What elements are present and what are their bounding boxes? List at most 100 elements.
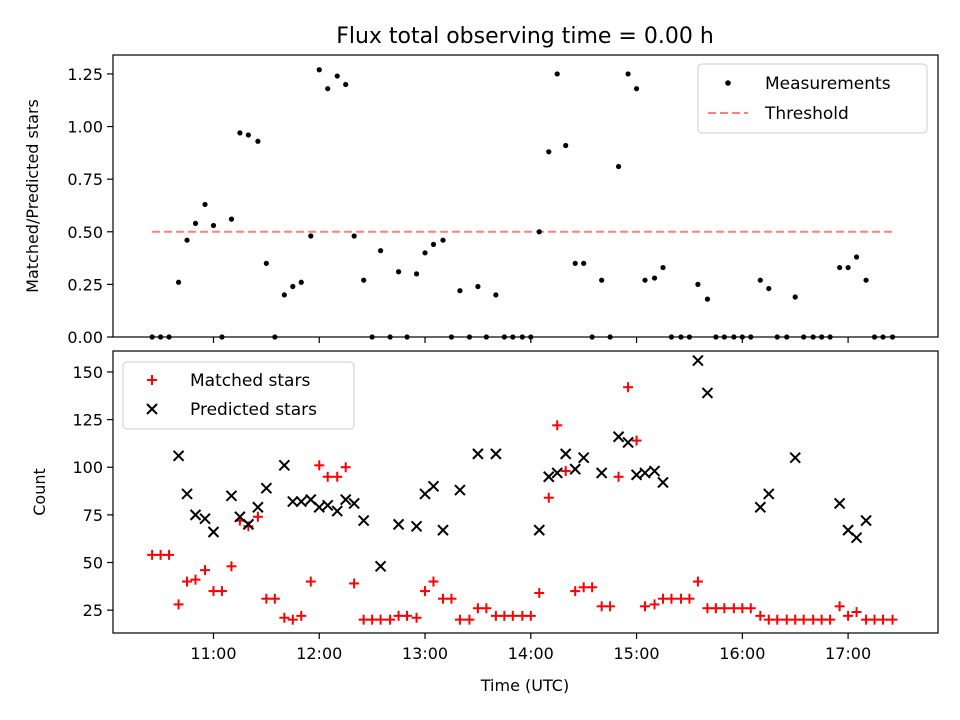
predicted-star-point <box>242 518 255 531</box>
predicted-star-point <box>622 436 634 449</box>
matched-stars-points <box>147 382 898 625</box>
bottom-x-tick-label: 13:00 <box>402 644 448 663</box>
matched-star-point <box>402 610 413 621</box>
matched-star-point <box>322 471 333 482</box>
matched-star-point <box>287 614 298 625</box>
predicted-star-point <box>427 480 440 492</box>
top-y-tick-label: 0.50 <box>67 223 103 242</box>
measurement-point <box>642 277 648 283</box>
matched-star-point <box>755 610 766 621</box>
matched-star-point <box>243 521 254 532</box>
predicted-star-point <box>252 501 264 513</box>
measurement-point <box>202 201 208 208</box>
matched-star-point <box>613 471 624 482</box>
measurement-point <box>430 241 437 248</box>
predicted-star-point <box>692 354 704 367</box>
predicted-star-point <box>754 501 767 513</box>
matched-star-point <box>640 601 651 612</box>
matched-star-point <box>190 574 201 585</box>
top-legend: Measurements Threshold <box>697 63 928 134</box>
chart-title: Flux total observing time = 0.00 h <box>336 24 714 49</box>
matched-star-point <box>481 603 492 614</box>
matched-star-point <box>808 614 819 625</box>
matched-star-point <box>367 614 378 625</box>
matched-star-point <box>340 462 351 473</box>
matched-star-point <box>305 576 316 587</box>
measurement-point <box>536 229 542 235</box>
measurement-point <box>625 71 631 77</box>
predicted-star-point <box>313 501 325 513</box>
matched-star-point <box>605 601 616 612</box>
matched-star-point <box>411 612 422 623</box>
predicted-star-point <box>639 467 651 479</box>
matched-star-point <box>552 420 563 431</box>
predicted-star-point <box>551 467 563 479</box>
matched-star-point <box>349 578 360 589</box>
matched-star-point <box>878 614 888 625</box>
matched-star-point <box>261 593 272 604</box>
predicted-star-point <box>543 471 555 483</box>
predicted-star-point <box>437 524 449 536</box>
measurement-point <box>792 294 798 300</box>
bottom-x-tick-label: 11:00 <box>190 644 236 663</box>
top-y-tick-label: 0.25 <box>67 275 103 294</box>
measurement-point <box>695 281 701 287</box>
matched-star-point <box>517 610 528 621</box>
measurement-point <box>361 277 367 283</box>
top-axes-frame <box>112 54 939 338</box>
measurement-point <box>554 71 560 77</box>
measurement-point <box>281 292 287 298</box>
measurement-point <box>837 264 843 271</box>
legend-predicted-label: Predicted stars <box>190 400 317 420</box>
matched-star-point <box>543 492 554 503</box>
bottom-panel: 25 50 75 100 125 150 11:00 12:00 13:00 14:00 15:0… <box>30 350 939 695</box>
predicted-star-point <box>260 482 273 494</box>
legend-measurements-marker <box>725 80 731 86</box>
predicted-star-point <box>657 476 669 489</box>
predicted-star-point <box>322 499 334 512</box>
matched-star-point <box>834 601 845 612</box>
predicted-star-point <box>225 490 238 502</box>
bottom-y-tick-label: 25 <box>83 601 103 620</box>
matched-star-point <box>164 549 175 560</box>
matched-star-point <box>869 614 880 625</box>
predicted-star-point <box>295 495 307 508</box>
matched-star-point <box>781 614 792 625</box>
matched-star-point <box>737 603 748 614</box>
bottom-y-tick-label: 50 <box>83 554 103 573</box>
measurement-point <box>210 222 217 229</box>
matched-star-point <box>578 582 589 593</box>
predicted-star-point <box>172 450 185 462</box>
legend-matched-marker <box>147 375 157 385</box>
predicted-star-point <box>207 526 220 538</box>
measurement-point <box>853 254 860 260</box>
matched-star-point <box>428 576 439 587</box>
matched-star-point <box>385 614 396 625</box>
measurement-point <box>440 237 446 243</box>
measurement-point <box>245 132 251 138</box>
bottom-y-tick-label: 150 <box>72 363 103 382</box>
predicted-star-point <box>374 560 387 573</box>
measurement-point <box>633 86 640 92</box>
matched-star-point <box>200 565 211 576</box>
measurement-point <box>581 260 587 266</box>
matched-star-point <box>587 582 598 593</box>
measurement-point <box>651 275 658 281</box>
bottom-axes-frame <box>112 350 939 634</box>
measurement-point <box>325 86 331 92</box>
measurement-point <box>413 271 420 277</box>
matched-star-point <box>861 614 872 625</box>
matched-star-point <box>216 586 227 597</box>
measurement-point <box>184 237 190 243</box>
measurement-point <box>290 283 296 290</box>
measurement-points <box>149 67 896 340</box>
matched-star-point <box>790 614 801 625</box>
matched-star-point <box>623 382 634 393</box>
measurement-point <box>228 216 235 222</box>
predicted-star-point <box>789 451 801 464</box>
matched-star-point <box>472 603 483 614</box>
predicted-star-point <box>763 488 775 500</box>
matched-star-point <box>269 593 280 604</box>
predicted-star-point <box>833 497 846 510</box>
matched-star-point <box>719 603 730 614</box>
